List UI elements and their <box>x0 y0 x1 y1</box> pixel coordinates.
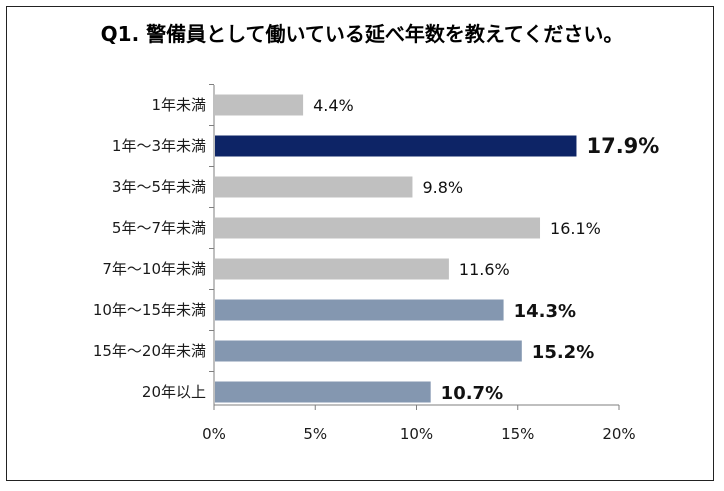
x-tick-label: 20% <box>602 425 635 443</box>
data-label: 16.1% <box>550 219 601 238</box>
bar <box>215 258 449 280</box>
category-label: 1年～3年未満 <box>112 137 206 155</box>
category-label: 15年～20年未満 <box>93 342 206 360</box>
bar <box>215 340 522 362</box>
x-tick-label: 5% <box>303 425 327 443</box>
data-label: 17.9% <box>586 134 659 158</box>
category-label: 20年以上 <box>142 383 206 401</box>
data-label: 14.3% <box>514 301 576 322</box>
bar <box>215 381 431 403</box>
bar <box>215 135 577 157</box>
category-label: 10年～15年未満 <box>93 301 206 319</box>
plot-area: 0% 5% 10% 15% 20% 1年未満 4.4% 1年～3年未満 17.9% 3年～5年未満… <box>93 84 659 443</box>
category-label: 5年～7年未満 <box>112 219 206 237</box>
category-label: 1年未満 <box>151 96 206 114</box>
x-tick-label: 15% <box>501 425 534 443</box>
data-label: 15.2% <box>532 342 594 363</box>
bar <box>215 299 504 321</box>
category-label: 3年～5年未満 <box>112 178 206 196</box>
x-tick-label: 0% <box>202 425 226 443</box>
bar <box>215 217 541 239</box>
bar <box>215 176 413 198</box>
data-label: 4.4% <box>313 96 354 115</box>
chart-title: Q1. 警備員として働いている延べ年数を教えてください。 <box>100 22 624 46</box>
x-tick-label: 10% <box>400 425 433 443</box>
data-label: 9.8% <box>422 178 463 197</box>
data-label: 10.7% <box>441 383 503 404</box>
category-label: 7年～10年未満 <box>102 260 206 278</box>
bar <box>215 94 304 116</box>
data-label: 11.6% <box>459 260 510 279</box>
